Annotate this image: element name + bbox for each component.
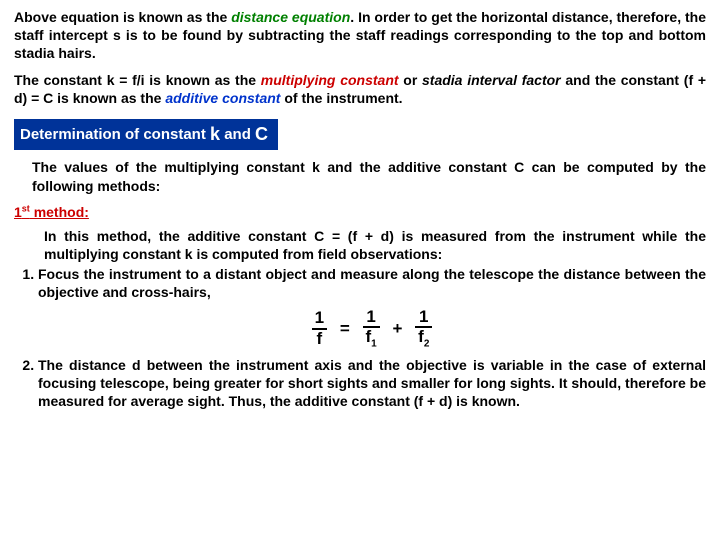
term-distance-equation: distance equation [231,9,350,25]
equals: = [340,319,350,338]
numerator: 1 [363,308,380,329]
frac-mid: 1 f1 [363,308,380,350]
para-constants: The constant k = f/i is known as the mul… [14,71,706,107]
heading-and: and [220,126,255,143]
section-heading: Determination of constant k and C [14,119,278,150]
term-additive-constant: additive constant [165,90,280,106]
para-intro-methods: The values of the multiplying constant k… [32,158,706,194]
step-1: Focus the instrument to a distant object… [38,265,706,350]
text: The values of the multiplying constant k… [32,159,706,193]
frac-left: 1 f [312,309,327,349]
text: Above equation is known as the [14,9,231,25]
term-stadia-interval-factor: stadia interval factor [422,72,561,88]
word: method: [30,204,89,220]
num: 1 [14,204,22,220]
denominator: f2 [415,328,432,349]
text: In this method, the additive constant C … [44,228,706,262]
step-text: The distance d between the instrument ax… [38,357,706,409]
denominator: f1 [363,328,380,349]
plus: + [392,319,402,338]
step-text: Focus the instrument to a distant object… [38,266,706,300]
method1-heading: 1st method: [14,203,706,221]
numerator: 1 [312,309,327,330]
method-label: 1st method: [14,204,89,220]
method1-intro: In this method, the additive constant C … [44,227,706,263]
text: or [399,72,422,88]
text: The constant k = f/i is known as the [14,72,261,88]
term-multiplying-constant: multiplying constant [261,72,399,88]
para-distance-equation: Above equation is known as the distance … [14,8,706,63]
step-2: The distance d between the instrument ax… [38,356,706,411]
denominator: f [312,330,327,349]
frac-right: 1 f2 [415,308,432,350]
numerator: 1 [415,308,432,329]
heading-text: Determination of constant [20,126,210,143]
lens-formula: 1 f = 1 f1 + 1 f2 [38,308,706,350]
heading-k: k [210,124,220,144]
ordinal: st [22,203,30,213]
method1-steps: Focus the instrument to a distant object… [38,265,706,410]
heading-c: C [255,124,268,144]
text: of the instrument. [280,90,402,106]
